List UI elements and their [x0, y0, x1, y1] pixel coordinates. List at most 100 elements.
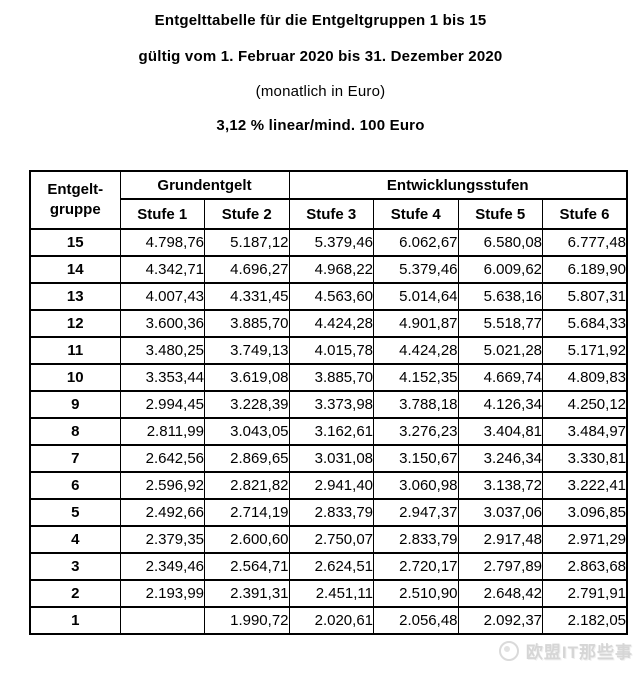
unit-note: (monatlich in Euro) [255, 83, 386, 100]
value-cell: 5.684,33 [542, 309, 628, 338]
group-cell: 4 [29, 525, 121, 554]
value-cell: 5.379,46 [373, 255, 459, 284]
table-row: 3 2.349,46 2.564,71 2.624,51 2.720,17 2.797,8… [29, 552, 628, 581]
value-cell: 4.424,28 [288, 309, 374, 338]
value-cell: 3.276,23 [373, 417, 459, 446]
value-cell: 5.187,12 [204, 228, 290, 257]
value-cell: 2.624,51 [288, 552, 374, 581]
page-title: Entgelttabelle für die Entgeltgruppen 1 … [154, 12, 487, 29]
group-cell: 8 [29, 417, 121, 446]
value-cell: 5.638,16 [457, 282, 543, 311]
value-cell: 3.885,70 [204, 309, 290, 338]
salary-table: Entgelt- gruppe Grundentgelt Entwicklung… [29, 170, 628, 635]
value-cell: 5.518,77 [457, 309, 543, 338]
value-cell: 2.821,82 [204, 471, 290, 500]
table-row: 11 3.480,25 3.749,13 4.015,78 4.424,28 5.021,… [29, 336, 628, 365]
group-cell: 14 [29, 255, 121, 284]
value-cell: 4.126,34 [457, 390, 543, 419]
value-cell: 6.062,67 [373, 228, 459, 257]
value-cell: 2.917,48 [457, 525, 543, 554]
entwicklungsstufen-header: Entwicklungsstufen [288, 170, 628, 200]
value-cell: 2.714,19 [204, 498, 290, 527]
group-column-header: Entgelt- gruppe [29, 170, 121, 230]
value-cell: 3.480,25 [119, 336, 205, 365]
group-cell: 12 [29, 309, 121, 338]
table-row: 5 2.492,66 2.714,19 2.833,79 2.947,37 3.037,0… [29, 498, 628, 527]
value-cell: 2.193,99 [119, 579, 205, 608]
value-cell: 6.580,08 [457, 228, 543, 257]
value-cell: 3.373,98 [288, 390, 374, 419]
value-cell: 2.492,66 [119, 498, 205, 527]
value-cell: 3.096,85 [542, 498, 628, 527]
table-row: 9 2.994,45 3.228,39 3.373,98 3.788,18 4.126,3… [29, 390, 628, 419]
group-column-header-line1: Entgelt- [47, 180, 104, 198]
value-cell: 5.171,92 [542, 336, 628, 365]
value-cell: 3.353,44 [119, 363, 205, 392]
increase-note: 3,12 % linear/mind. 100 Euro [216, 117, 425, 134]
value-cell: 3.788,18 [373, 390, 459, 419]
value-cell: 2.811,99 [119, 417, 205, 446]
group-cell: 7 [29, 444, 121, 473]
value-cell: 2.947,37 [373, 498, 459, 527]
table-row: 6 2.596,92 2.821,82 2.941,40 3.060,98 3.138,7… [29, 471, 628, 500]
group-cell: 13 [29, 282, 121, 311]
value-cell: 3.330,81 [542, 444, 628, 473]
value-cell [119, 606, 205, 635]
value-cell: 2.833,79 [288, 498, 374, 527]
table-row: 4 2.379,35 2.600,60 2.750,07 2.833,79 2.917,4… [29, 525, 628, 554]
value-cell: 3.246,34 [457, 444, 543, 473]
value-cell: 2.391,31 [204, 579, 290, 608]
value-cell: 2.863,68 [542, 552, 628, 581]
table-row: 8 2.811,99 3.043,05 3.162,61 3.276,23 3.404,8… [29, 417, 628, 446]
value-cell: 3.037,06 [457, 498, 543, 527]
group-cell: 3 [29, 552, 121, 581]
value-cell: 2.510,90 [373, 579, 459, 608]
value-cell: 3.162,61 [288, 417, 374, 446]
watermark: 欧盟IT那些事 [498, 638, 633, 663]
value-cell: 3.060,98 [373, 471, 459, 500]
value-cell: 4.424,28 [373, 336, 459, 365]
value-cell: 3.138,72 [457, 471, 543, 500]
value-cell: 3.150,67 [373, 444, 459, 473]
value-cell: 3.484,97 [542, 417, 628, 446]
value-cell: 4.809,83 [542, 363, 628, 392]
table-row: 15 4.798,76 5.187,12 5.379,46 6.062,67 6.580,… [29, 228, 628, 257]
value-cell: 2.020,61 [288, 606, 374, 635]
value-cell: 2.833,79 [373, 525, 459, 554]
group-cell: 10 [29, 363, 121, 392]
group-cell: 2 [29, 579, 121, 608]
table-row: 1 1.990,72 2.020,61 2.056,48 2.092,37 2.182,0… [29, 606, 628, 635]
value-cell: 4.798,76 [119, 228, 205, 257]
value-cell: 3.222,41 [542, 471, 628, 500]
table-row: 12 3.600,36 3.885,70 4.424,28 4.901,87 5.518,… [29, 309, 628, 338]
value-cell: 5.021,28 [457, 336, 543, 365]
value-cell: 2.056,48 [373, 606, 459, 635]
value-cell: 6.009,62 [457, 255, 543, 284]
value-cell: 2.349,46 [119, 552, 205, 581]
stufe-column-header: Stufe 6 [542, 198, 628, 230]
value-cell: 4.007,43 [119, 282, 205, 311]
table-row: 14 4.342,71 4.696,27 4.968,22 5.379,46 6.009,… [29, 255, 628, 284]
value-cell: 4.250,12 [542, 390, 628, 419]
validity-subtitle: gültig vom 1. Februar 2020 bis 31. Dezem… [138, 48, 503, 65]
salary-table-header: Entgelt- gruppe Grundentgelt Entwicklung… [29, 170, 628, 230]
value-cell: 2.869,65 [204, 444, 290, 473]
group-cell: 6 [29, 471, 121, 500]
value-cell: 2.994,45 [119, 390, 205, 419]
value-cell: 3.619,08 [204, 363, 290, 392]
table-row: 7 2.642,56 2.869,65 3.031,08 3.150,67 3.246,3… [29, 444, 628, 473]
value-cell: 2.642,56 [119, 444, 205, 473]
value-cell: 4.563,60 [288, 282, 374, 311]
salary-table-body: 15 4.798,76 5.187,12 5.379,46 6.062,67 6.580,… [29, 228, 628, 635]
group-cell: 11 [29, 336, 121, 365]
value-cell: 4.901,87 [373, 309, 459, 338]
group-cell: 5 [29, 498, 121, 527]
stufe-column-header: Stufe 4 [373, 198, 459, 230]
value-cell: 4.696,27 [204, 255, 290, 284]
value-cell: 2.451,11 [288, 579, 374, 608]
value-cell: 2.971,29 [542, 525, 628, 554]
stufe-column-header: Stufe 2 [204, 198, 290, 230]
value-cell: 2.750,07 [288, 525, 374, 554]
stufe-column-header: Stufe 3 [288, 198, 374, 230]
